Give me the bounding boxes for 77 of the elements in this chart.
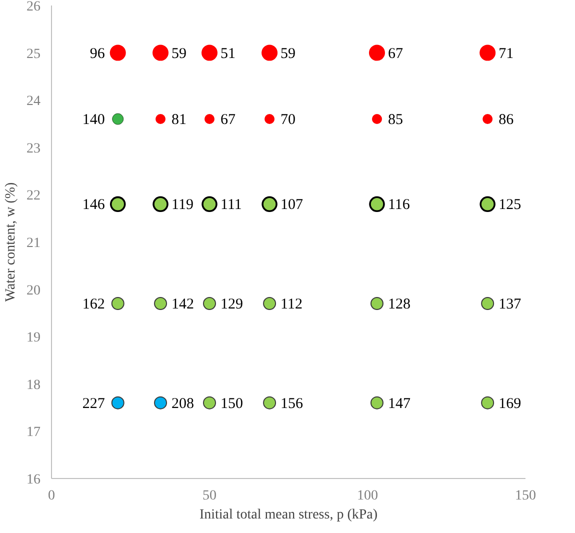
point [482, 114, 493, 124]
point [152, 44, 169, 61]
point [262, 44, 278, 61]
point [370, 396, 384, 410]
point [202, 44, 218, 61]
annotation: 140 [82, 112, 105, 128]
annotation: 85 [388, 112, 403, 128]
point [112, 113, 124, 125]
point [154, 396, 168, 410]
point [203, 297, 216, 310]
point [264, 114, 275, 124]
y-tick-label: 23 [26, 141, 40, 156]
point [152, 196, 168, 212]
annotation: 70 [280, 112, 296, 128]
y-tick-label: 26 [26, 0, 40, 14]
point [156, 114, 166, 124]
annotation: 86 [498, 112, 514, 128]
y-axis-title: Water content, w (%) [4, 182, 18, 302]
point [263, 297, 276, 310]
annotation: 150 [220, 396, 243, 412]
annotation: 112 [280, 296, 302, 312]
annotation: 59 [172, 46, 187, 62]
annotation: 125 [498, 197, 522, 214]
point [369, 196, 385, 212]
annotation: 119 [172, 197, 194, 214]
annotation: 59 [280, 46, 296, 62]
annotation: 227 [82, 396, 106, 412]
point [111, 297, 124, 310]
annotation: 142 [172, 296, 194, 312]
annotation: 67 [220, 112, 236, 128]
annotation: 137 [498, 296, 522, 312]
y-tick-label: 20 [26, 283, 40, 298]
x-tick-label: 0 [48, 488, 55, 504]
annotation: 128 [388, 296, 410, 312]
annotation: 81 [172, 112, 187, 128]
x-axis-title: Initial total mean stress, p (kPa) [199, 508, 378, 522]
point [202, 196, 218, 212]
annotation: 129 [220, 296, 243, 312]
point [204, 114, 214, 124]
annotation: 169 [498, 396, 522, 412]
annotation: 107 [280, 197, 304, 214]
y-tick-label: 24 [26, 94, 40, 110]
annotation: 71 [498, 46, 514, 62]
point [370, 297, 384, 310]
point [262, 196, 278, 212]
point [368, 44, 385, 61]
annotation: 208 [172, 396, 194, 412]
x-tick-label: 50 [202, 488, 216, 504]
point [481, 297, 494, 310]
x-tick-label: 150 [515, 488, 536, 504]
point [154, 297, 168, 310]
point [203, 396, 216, 410]
point [111, 396, 124, 410]
annotation: 96 [90, 46, 106, 62]
annotation: 51 [220, 46, 236, 62]
annotation: 67 [388, 46, 404, 62]
y-tick-label: 18 [26, 378, 40, 393]
point [372, 114, 382, 124]
point [110, 44, 126, 61]
x-tick-label: 100 [357, 488, 378, 504]
point [481, 396, 494, 410]
y-tick-label: 25 [26, 46, 40, 62]
annotation: 156 [280, 396, 304, 412]
y-tick-label: 16 [26, 472, 40, 488]
y-tick-label: 17 [26, 425, 40, 440]
annotation: 116 [388, 197, 410, 214]
annotation: 162 [82, 296, 105, 312]
point [263, 396, 276, 410]
point [110, 196, 126, 212]
y-tick-label: 22 [26, 188, 40, 204]
point [480, 44, 496, 61]
point [480, 196, 496, 212]
annotation: 111 [220, 197, 242, 214]
y-tick-label: 19 [26, 330, 40, 346]
annotation: 147 [388, 396, 411, 412]
annotation: 146 [82, 197, 106, 214]
y-tick-label: 21 [26, 236, 40, 251]
